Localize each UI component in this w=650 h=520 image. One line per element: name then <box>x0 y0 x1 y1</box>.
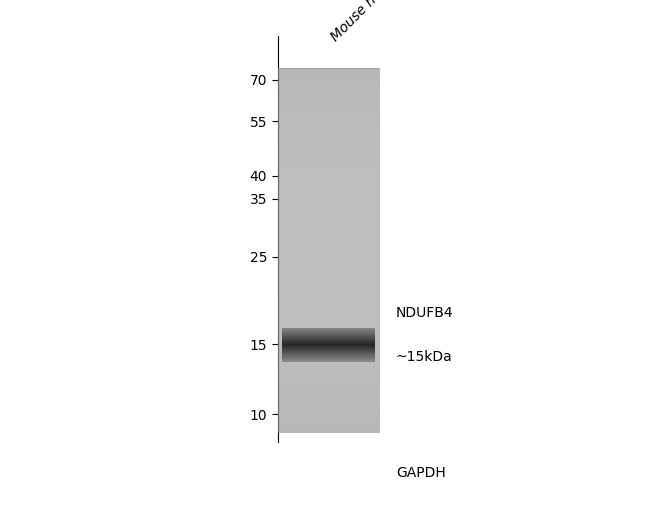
Bar <box>278 68 379 432</box>
Text: Mouse heart: Mouse heart <box>328 0 399 44</box>
Text: NDUFB4: NDUFB4 <box>396 306 454 320</box>
Text: GAPDH: GAPDH <box>396 466 446 480</box>
Text: ~15kDa: ~15kDa <box>396 349 452 363</box>
Bar <box>278 452 379 496</box>
